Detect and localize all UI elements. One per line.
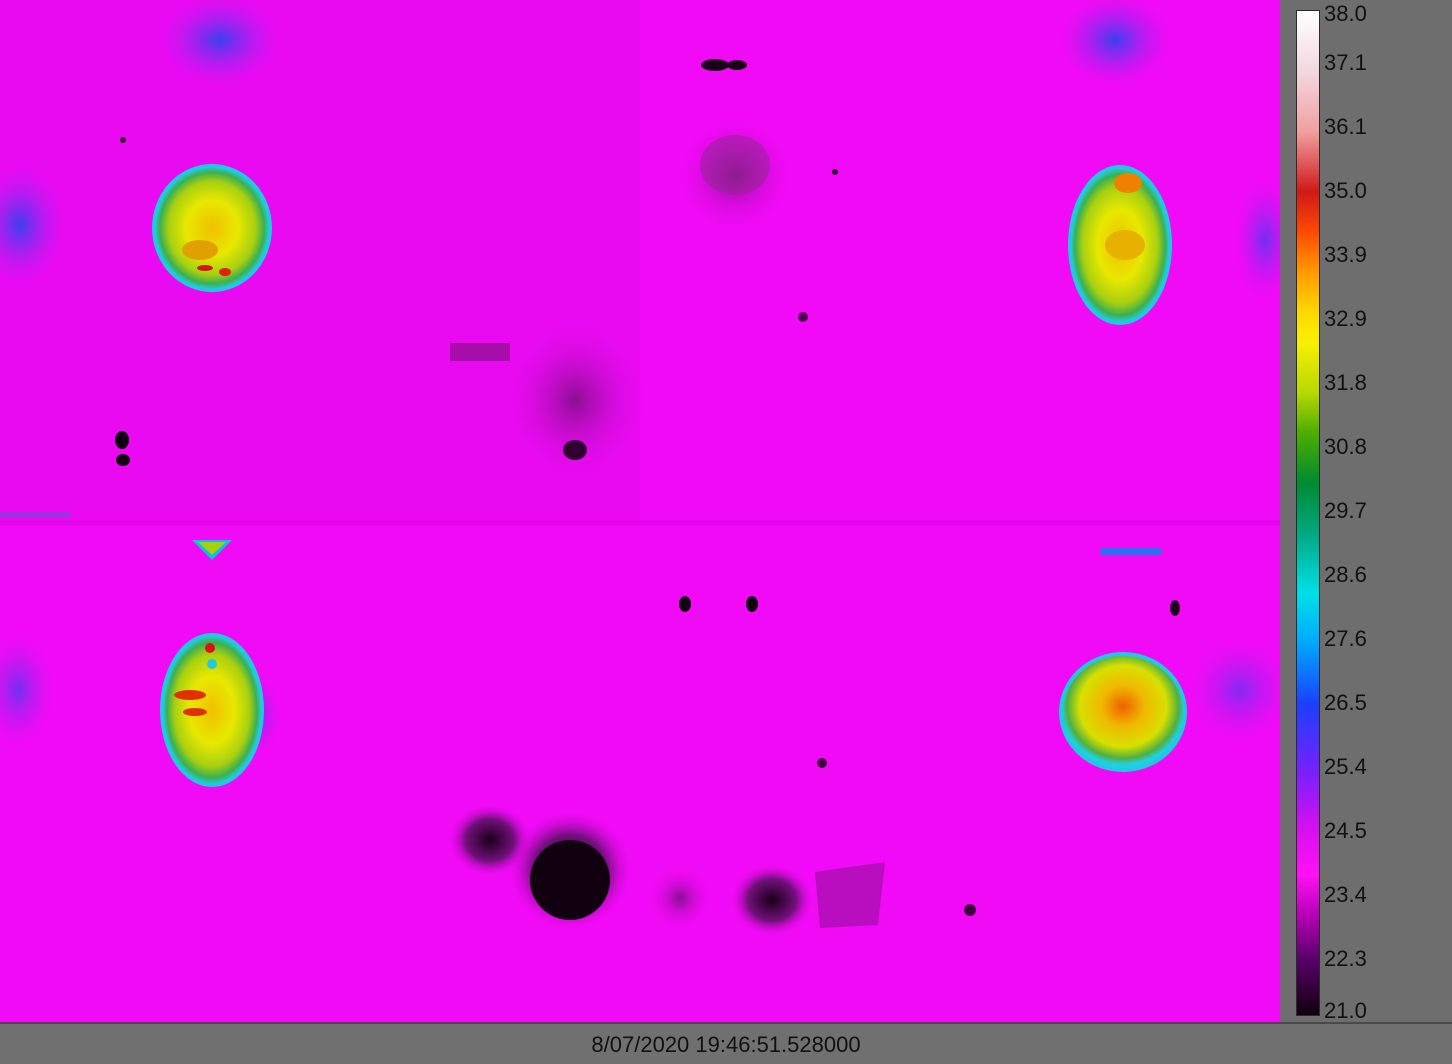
scale-tick: 28.6 xyxy=(1324,562,1367,587)
scale-tick: 26.5 xyxy=(1324,690,1367,715)
temperature-scale-panel: 38.0 37.1 36.1 35.0 33.9 32.9 31.8 30.8 … xyxy=(1280,0,1452,1023)
scale-tick: 37.1 xyxy=(1324,50,1367,75)
scale-tick: 21.0 xyxy=(1324,998,1367,1023)
scale-tick: 25.4 xyxy=(1324,754,1367,779)
mouse-top-left xyxy=(152,164,272,292)
scale-tick: 23.4 xyxy=(1324,882,1367,907)
thermal-image-view xyxy=(0,0,1280,1022)
status-bar: 8/07/2020 19:46:51.528000 xyxy=(0,1022,1452,1064)
scale-tick: 31.8 xyxy=(1324,370,1367,395)
scale-tick: 22.3 xyxy=(1324,946,1367,971)
scale-tick: 27.6 xyxy=(1324,626,1367,651)
scale-tick: 33.9 xyxy=(1324,242,1367,267)
mouse-bottom-left xyxy=(160,633,264,787)
scale-tick: 30.8 xyxy=(1324,434,1367,459)
scale-tick: 35.0 xyxy=(1324,178,1367,203)
scale-tick: 36.1 xyxy=(1324,114,1367,139)
color-scale-bar xyxy=(1296,10,1320,1016)
mouse-top-right xyxy=(1068,165,1172,325)
scale-tick: 32.9 xyxy=(1324,306,1367,331)
scale-tick: 29.7 xyxy=(1324,498,1367,523)
scale-tick: 38.0 xyxy=(1324,1,1367,26)
mouse-bottom-right xyxy=(1059,652,1187,772)
scale-tick: 24.5 xyxy=(1324,818,1367,843)
timestamp-label: 8/07/2020 19:46:51.528000 xyxy=(591,1032,861,1057)
thermal-image xyxy=(0,0,1280,935)
